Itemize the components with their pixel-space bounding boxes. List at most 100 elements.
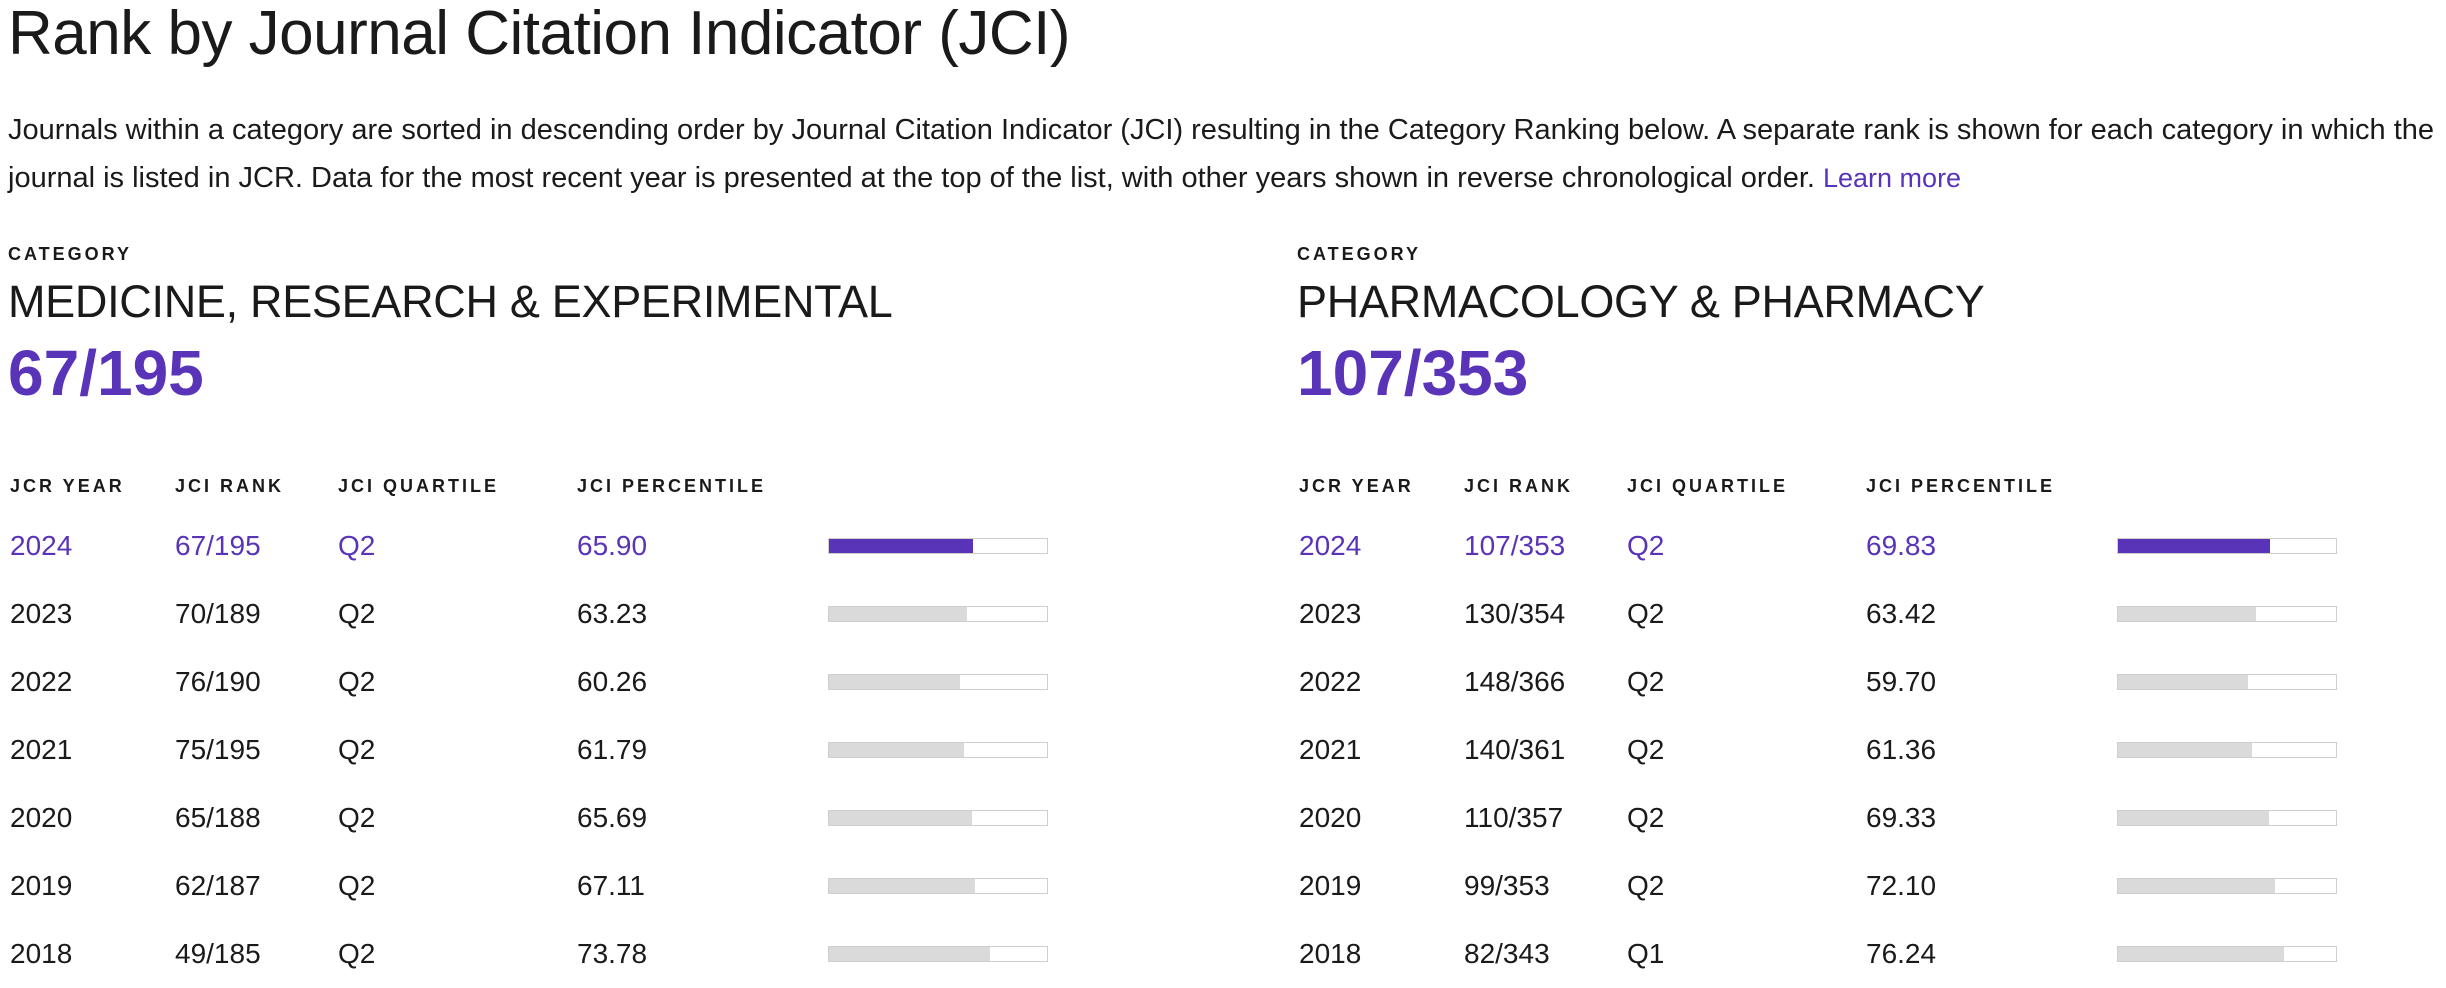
rank-table: JCR YEAR JCI RANK JCI QUARTILE JCI PERCE… xyxy=(1297,472,2397,988)
cell-jci-rank: 49/185 xyxy=(175,938,261,969)
percentile-bar xyxy=(2117,946,2337,962)
cell-jci-percentile: 61.36 xyxy=(1866,734,1937,765)
cell-jci-rank: 62/187 xyxy=(175,870,261,901)
rank-table: JCR YEAR JCI RANK JCI QUARTILE JCI PERCE… xyxy=(8,472,1108,988)
percentile-bar-track xyxy=(2117,878,2337,894)
percentile-bar xyxy=(2117,810,2337,826)
percentile-bar xyxy=(828,538,1048,554)
cell-jci-quartile: Q2 xyxy=(1627,666,1665,697)
percentile-bar-track xyxy=(828,674,1048,690)
table-header: JCR YEAR JCI RANK JCI QUARTILE JCI PERCE… xyxy=(8,472,1108,512)
table-row: 2018 82/343 Q1 76.24 xyxy=(1297,920,2397,988)
category-name: PHARMACOLOGY & PHARMACY xyxy=(1297,276,1985,327)
table-body: 2024 107/353 Q2 69.83 2023 130/354 Q2 63.42 2022… xyxy=(1297,512,2397,988)
cell-jci-rank: 75/195 xyxy=(175,734,261,765)
cell-jci-quartile: Q2 xyxy=(1627,530,1665,561)
category-rank: 107/353 xyxy=(1297,337,1529,409)
percentile-bar xyxy=(828,810,1048,826)
percentile-bar xyxy=(828,674,1048,690)
table-row: 2022 148/366 Q2 59.70 xyxy=(1297,648,2397,716)
percentile-bar-fill xyxy=(2118,947,2285,961)
learn-more-link[interactable]: Learn more xyxy=(1823,163,1962,193)
header-jci-rank: JCI RANK xyxy=(1464,476,1574,496)
table-header: JCR YEAR JCI RANK JCI QUARTILE JCI PERCE… xyxy=(1297,472,2397,512)
percentile-bar-track xyxy=(828,946,1048,962)
cell-jci-rank: 148/366 xyxy=(1464,666,1566,697)
cell-jci-percentile: 67.11 xyxy=(577,870,645,901)
cell-jci-quartile: Q2 xyxy=(338,666,376,697)
category-name: MEDICINE, RESEARCH & EXPERIMENTAL xyxy=(8,276,893,327)
percentile-bar-fill xyxy=(2118,675,2249,689)
cell-jci-quartile: Q2 xyxy=(1627,598,1665,629)
percentile-bar-fill xyxy=(829,811,973,825)
cell-jci-quartile: Q2 xyxy=(1627,802,1665,833)
header-jcr-year: JCR YEAR xyxy=(10,476,125,496)
cell-jci-percentile: 65.90 xyxy=(577,530,648,561)
percentile-bar-fill xyxy=(2118,743,2252,757)
cell-jcr-year: 2018 xyxy=(1299,938,1362,969)
cell-jci-quartile: Q2 xyxy=(338,734,376,765)
percentile-bar-fill xyxy=(2118,607,2257,621)
cell-jci-quartile: Q2 xyxy=(338,870,376,901)
percentile-bar-track xyxy=(2117,606,2337,622)
percentile-bar xyxy=(2117,538,2337,554)
percentile-bar-fill xyxy=(829,539,973,553)
percentile-bar xyxy=(828,606,1048,622)
cell-jci-percentile: 69.83 xyxy=(1866,530,1937,561)
header-jci-percentile: JCI PERCENTILE xyxy=(577,476,767,496)
cell-jcr-year: 2021 xyxy=(10,734,73,765)
category-label: CATEGORY xyxy=(8,244,133,264)
description-body: Journals within a category are sorted in… xyxy=(8,114,2435,194)
cell-jcr-year: 2021 xyxy=(1299,734,1362,765)
table-row: 2020 110/357 Q2 69.33 xyxy=(1297,784,2397,852)
table-row: 2022 76/190 Q2 60.26 xyxy=(8,648,1108,716)
cell-jci-rank: 67/195 xyxy=(175,530,261,561)
cell-jci-percentile: 63.42 xyxy=(1866,598,1937,629)
cell-jci-rank: 70/189 xyxy=(175,598,261,629)
percentile-bar-fill xyxy=(2118,879,2276,893)
cell-jci-rank: 130/354 xyxy=(1464,598,1566,629)
cell-jci-rank: 76/190 xyxy=(175,666,261,697)
cell-jcr-year: 2022 xyxy=(1299,666,1362,697)
table-row: 2023 70/189 Q2 63.23 xyxy=(8,580,1108,648)
percentile-bar xyxy=(2117,878,2337,894)
header-jcr-year: JCR YEAR xyxy=(1299,476,1414,496)
percentile-bar-fill xyxy=(829,947,990,961)
cell-jcr-year: 2019 xyxy=(10,870,73,901)
percentile-bar-track xyxy=(828,742,1048,758)
percentile-bar-track xyxy=(2117,946,2337,962)
header-jci-quartile: JCI QUARTILE xyxy=(338,476,500,496)
cell-jcr-year: 2024 xyxy=(10,530,73,561)
table-row: 2019 62/187 Q2 67.11 xyxy=(8,852,1108,920)
cell-jci-quartile: Q2 xyxy=(338,530,376,561)
cell-jci-percentile: 63.23 xyxy=(577,598,648,629)
cell-jcr-year: 2023 xyxy=(1299,598,1362,629)
cell-jci-rank: 99/353 xyxy=(1464,870,1550,901)
percentile-bar-fill xyxy=(2118,539,2271,553)
table-row: 2021 75/195 Q2 61.79 xyxy=(8,716,1108,784)
cell-jci-quartile: Q2 xyxy=(1627,734,1665,765)
percentile-bar xyxy=(2117,606,2337,622)
cell-jci-rank: 82/343 xyxy=(1464,938,1550,969)
percentile-bar xyxy=(828,878,1048,894)
percentile-bar-track xyxy=(828,810,1048,826)
table-row: 2018 49/185 Q2 73.78 xyxy=(8,920,1108,988)
cell-jcr-year: 2020 xyxy=(1299,802,1362,833)
table-row: 2020 65/188 Q2 65.69 xyxy=(8,784,1108,852)
percentile-bar xyxy=(828,742,1048,758)
cell-jci-percentile: 65.69 xyxy=(577,802,648,833)
cell-jci-quartile: Q2 xyxy=(338,938,376,969)
cell-jcr-year: 2020 xyxy=(10,802,73,833)
cell-jci-percentile: 72.10 xyxy=(1866,870,1937,901)
cell-jci-quartile: Q1 xyxy=(1627,938,1665,969)
cell-jci-rank: 65/188 xyxy=(175,802,261,833)
table-body: 2024 67/195 Q2 65.90 2023 70/189 Q2 63.23 2022 76… xyxy=(8,512,1108,988)
percentile-bar-track xyxy=(2117,538,2337,554)
table-row: 2024 107/353 Q2 69.83 xyxy=(1297,512,2397,580)
percentile-bar xyxy=(828,946,1048,962)
cell-jci-quartile: Q2 xyxy=(338,598,376,629)
percentile-bar xyxy=(2117,674,2337,690)
cell-jci-rank: 107/353 xyxy=(1464,530,1566,561)
percentile-bar-fill xyxy=(829,743,964,757)
cell-jci-percentile: 69.33 xyxy=(1866,802,1937,833)
